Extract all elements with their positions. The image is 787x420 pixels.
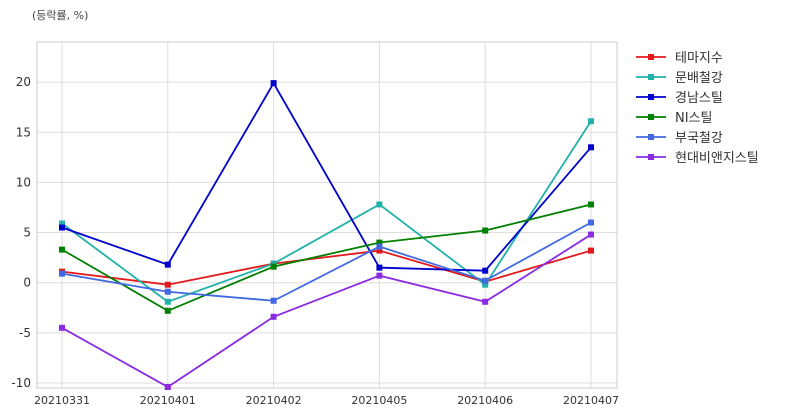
x-tick-label: 20210407	[563, 394, 619, 407]
legend-swatch-marker	[648, 154, 654, 160]
y-tick-label: 0	[23, 276, 31, 290]
data-point	[164, 298, 171, 305]
data-point	[482, 277, 489, 284]
legend-item[interactable]: NI스틸	[636, 111, 712, 126]
data-point	[270, 263, 277, 270]
x-tick-label: 20210406	[457, 394, 513, 407]
legend-label: 경남스틸	[675, 91, 723, 106]
legend-label: 문배철강	[675, 71, 723, 86]
legend-item[interactable]: 테마지수	[636, 51, 723, 66]
legend-swatch-marker	[648, 134, 654, 140]
legend-item[interactable]: 경남스틸	[636, 91, 723, 106]
y-tick-label: -5	[19, 326, 31, 340]
data-point	[59, 324, 65, 331]
data-point	[164, 281, 171, 288]
legend-item[interactable]: 문배철강	[636, 71, 723, 86]
legend-label: NI스틸	[675, 111, 712, 126]
data-point	[588, 219, 594, 226]
data-point	[482, 281, 489, 288]
data-point	[164, 288, 171, 295]
data-point	[164, 307, 171, 314]
legend-swatch-marker	[648, 54, 654, 60]
y-tick-label: 20	[16, 75, 31, 89]
series-line	[61, 249, 592, 286]
data-point	[588, 144, 594, 151]
legend-label: 부국철강	[675, 131, 723, 146]
data-point	[376, 264, 383, 271]
data-point	[270, 297, 277, 304]
x-tick-label: 20210331	[34, 394, 90, 407]
series-lines	[59, 80, 594, 390]
data-point	[482, 227, 489, 234]
series-line	[61, 233, 592, 389]
y-tick-label: 5	[23, 226, 31, 240]
x-axis-ticks: 20210331 20210401 20210402 20210405 20210406…	[34, 394, 619, 407]
data-point	[482, 298, 489, 305]
legend-label: 현대비앤지스틸	[675, 151, 759, 166]
y-tick-label: 15	[16, 125, 31, 139]
data-point	[59, 220, 65, 227]
legend-item[interactable]: 현대비앤지스틸	[636, 151, 759, 166]
data-point	[376, 247, 383, 254]
data-point	[482, 267, 489, 274]
data-point	[376, 239, 383, 246]
data-point	[588, 201, 594, 208]
data-point	[376, 201, 383, 208]
data-point	[59, 224, 65, 231]
y-axis-ticks: -10 -5 0 5 10 15 20	[11, 75, 31, 390]
data-point	[270, 313, 277, 320]
legend-swatch-marker	[648, 74, 654, 80]
unit-label: (등락률, %)	[32, 9, 88, 22]
legend-label: 테마지수	[675, 51, 723, 66]
series-line	[61, 221, 592, 302]
data-point	[376, 243, 383, 250]
data-point	[588, 231, 594, 238]
data-point	[164, 383, 171, 390]
data-point	[588, 247, 594, 254]
series-line	[61, 203, 592, 312]
legend-item[interactable]: 부국철강	[636, 131, 723, 146]
series-line	[61, 81, 592, 272]
data-point	[376, 272, 383, 279]
x-tick-label: 20210402	[246, 394, 302, 407]
legend-swatch-marker	[648, 94, 654, 100]
x-tick-label: 20210401	[140, 394, 196, 407]
data-point	[270, 80, 277, 87]
legend-swatch-marker	[648, 114, 654, 120]
y-tick-label: -10	[11, 376, 31, 390]
x-tick-label: 20210405	[351, 394, 407, 407]
y-tick-label: 10	[16, 175, 31, 189]
data-point	[59, 246, 65, 253]
data-point	[270, 260, 277, 267]
grid-lines	[37, 42, 617, 388]
plot-frame	[36, 41, 618, 389]
data-point	[588, 118, 594, 125]
data-point	[164, 261, 171, 268]
data-point	[59, 270, 65, 277]
